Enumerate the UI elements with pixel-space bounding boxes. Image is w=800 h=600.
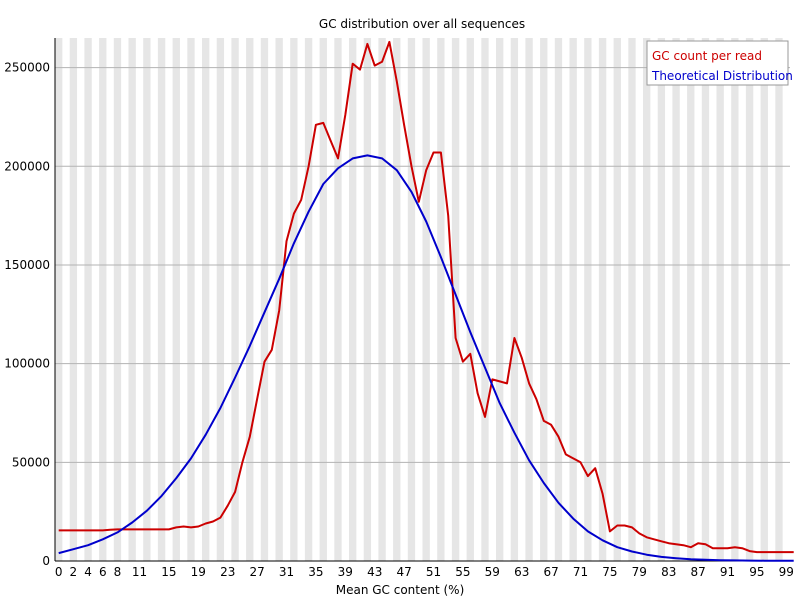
x-tick-labels: 0 2 4 6 8 11 15 19 23 27 31 35 39 43 47 51 55 59 63 67 71 75 7… xyxy=(55,565,794,579)
x-tick-label: 39 xyxy=(338,565,353,579)
x-tick-label: 4 xyxy=(84,565,92,579)
x-tick-label: 47 xyxy=(396,565,411,579)
background-stripe xyxy=(407,38,416,561)
x-tick-label: 95 xyxy=(749,565,764,579)
x-tick-label: 79 xyxy=(632,565,647,579)
x-tick-label: 59 xyxy=(485,565,500,579)
y-tick-label: 200000 xyxy=(4,159,50,173)
background-stripe xyxy=(422,38,430,561)
background-stripe xyxy=(628,38,636,561)
background-stripe xyxy=(437,38,445,561)
x-tick-label: 71 xyxy=(573,565,588,579)
background-stripe xyxy=(378,38,386,561)
background-stripe xyxy=(701,38,710,561)
x-tick-label: 67 xyxy=(543,565,558,579)
y-tick-label: 50000 xyxy=(12,455,50,469)
background-stripe xyxy=(84,38,92,561)
x-tick-label: 75 xyxy=(602,565,617,579)
background-stripe xyxy=(202,38,210,561)
x-tick-label: 11 xyxy=(132,565,147,579)
x-tick-label: 8 xyxy=(114,565,122,579)
background-stripe xyxy=(760,38,768,561)
x-tick-label: 99 xyxy=(779,565,794,579)
background-stripe xyxy=(554,38,563,561)
x-tick-label: 55 xyxy=(455,565,470,579)
background-stripe xyxy=(657,38,666,561)
x-tick-label: 31 xyxy=(279,565,294,579)
x-tick-label: 83 xyxy=(661,565,676,579)
background-stripe xyxy=(569,38,577,561)
series-line-gc-count xyxy=(58,40,794,554)
x-tick-label: 51 xyxy=(426,565,441,579)
background-stripe xyxy=(451,38,460,561)
background-stripe xyxy=(466,38,474,561)
background-stripe xyxy=(613,38,621,561)
y-tick-label: 0 xyxy=(42,554,50,568)
background-stripe xyxy=(187,38,195,561)
background-stripe xyxy=(128,38,136,561)
series-layer xyxy=(58,40,794,562)
background-stripes xyxy=(55,38,783,561)
background-stripe xyxy=(745,38,754,561)
background-stripe xyxy=(290,38,298,561)
background-stripe xyxy=(231,38,239,561)
legend-entry-gc-count: GC count per read xyxy=(652,49,762,63)
background-stripe xyxy=(584,38,592,561)
x-tick-label: 19 xyxy=(191,565,206,579)
series-line-theoretical xyxy=(58,154,794,562)
background-stripe xyxy=(672,38,680,561)
background-stripe xyxy=(540,38,548,561)
background-stripe xyxy=(731,38,739,561)
y-tick-label: 250000 xyxy=(4,61,50,75)
background-stripe xyxy=(216,38,225,561)
y-tick-label: 150000 xyxy=(4,258,50,272)
background-stripe xyxy=(598,38,607,561)
background-stripe xyxy=(172,38,180,561)
background-stripe xyxy=(69,38,78,561)
x-axis-label: Mean GC content (%) xyxy=(336,583,465,597)
x-tick-label: 63 xyxy=(514,565,529,579)
background-stripe xyxy=(716,38,724,561)
x-tick-label: 23 xyxy=(220,565,235,579)
background-stripe xyxy=(393,38,401,561)
background-stripe xyxy=(481,38,489,561)
x-tick-label: 27 xyxy=(249,565,264,579)
background-stripe xyxy=(260,38,269,561)
y-tick-labels: 0 50000 100000 150000 200000 250000 xyxy=(4,61,50,568)
background-stripe xyxy=(275,38,283,561)
legend: GC count per read Theoretical Distributi… xyxy=(646,40,793,86)
background-stripe xyxy=(99,38,107,561)
x-tick-label: 91 xyxy=(720,565,735,579)
legend-box xyxy=(646,40,789,86)
background-stripe xyxy=(334,38,342,561)
x-tick-label: 87 xyxy=(690,565,705,579)
background-stripe xyxy=(246,38,254,561)
background-stripe xyxy=(319,38,327,561)
y-tick-label: 100000 xyxy=(4,357,50,371)
legend-entry-theoretical: Theoretical Distribution xyxy=(651,69,793,83)
background-stripe xyxy=(363,38,372,561)
background-stripe xyxy=(687,38,695,561)
x-tick-label: 15 xyxy=(161,565,176,579)
x-tick-label: 6 xyxy=(99,565,107,579)
background-stripe xyxy=(157,38,166,561)
x-tick-label: 2 xyxy=(70,565,78,579)
background-stripe xyxy=(304,38,313,561)
chart-title: GC distribution over all sequences xyxy=(319,17,525,31)
background-stripe xyxy=(775,38,783,561)
background-stripe xyxy=(643,38,651,561)
background-stripe xyxy=(143,38,151,561)
x-tick-label: 0 xyxy=(55,565,63,579)
background-stripe xyxy=(55,38,63,561)
background-stripe xyxy=(496,38,504,561)
background-stripe xyxy=(349,38,357,561)
background-stripe xyxy=(510,38,519,561)
x-tick-label: 43 xyxy=(367,565,382,579)
background-stripe xyxy=(525,38,533,561)
x-tick-label: 35 xyxy=(308,565,323,579)
background-stripe xyxy=(113,38,122,561)
